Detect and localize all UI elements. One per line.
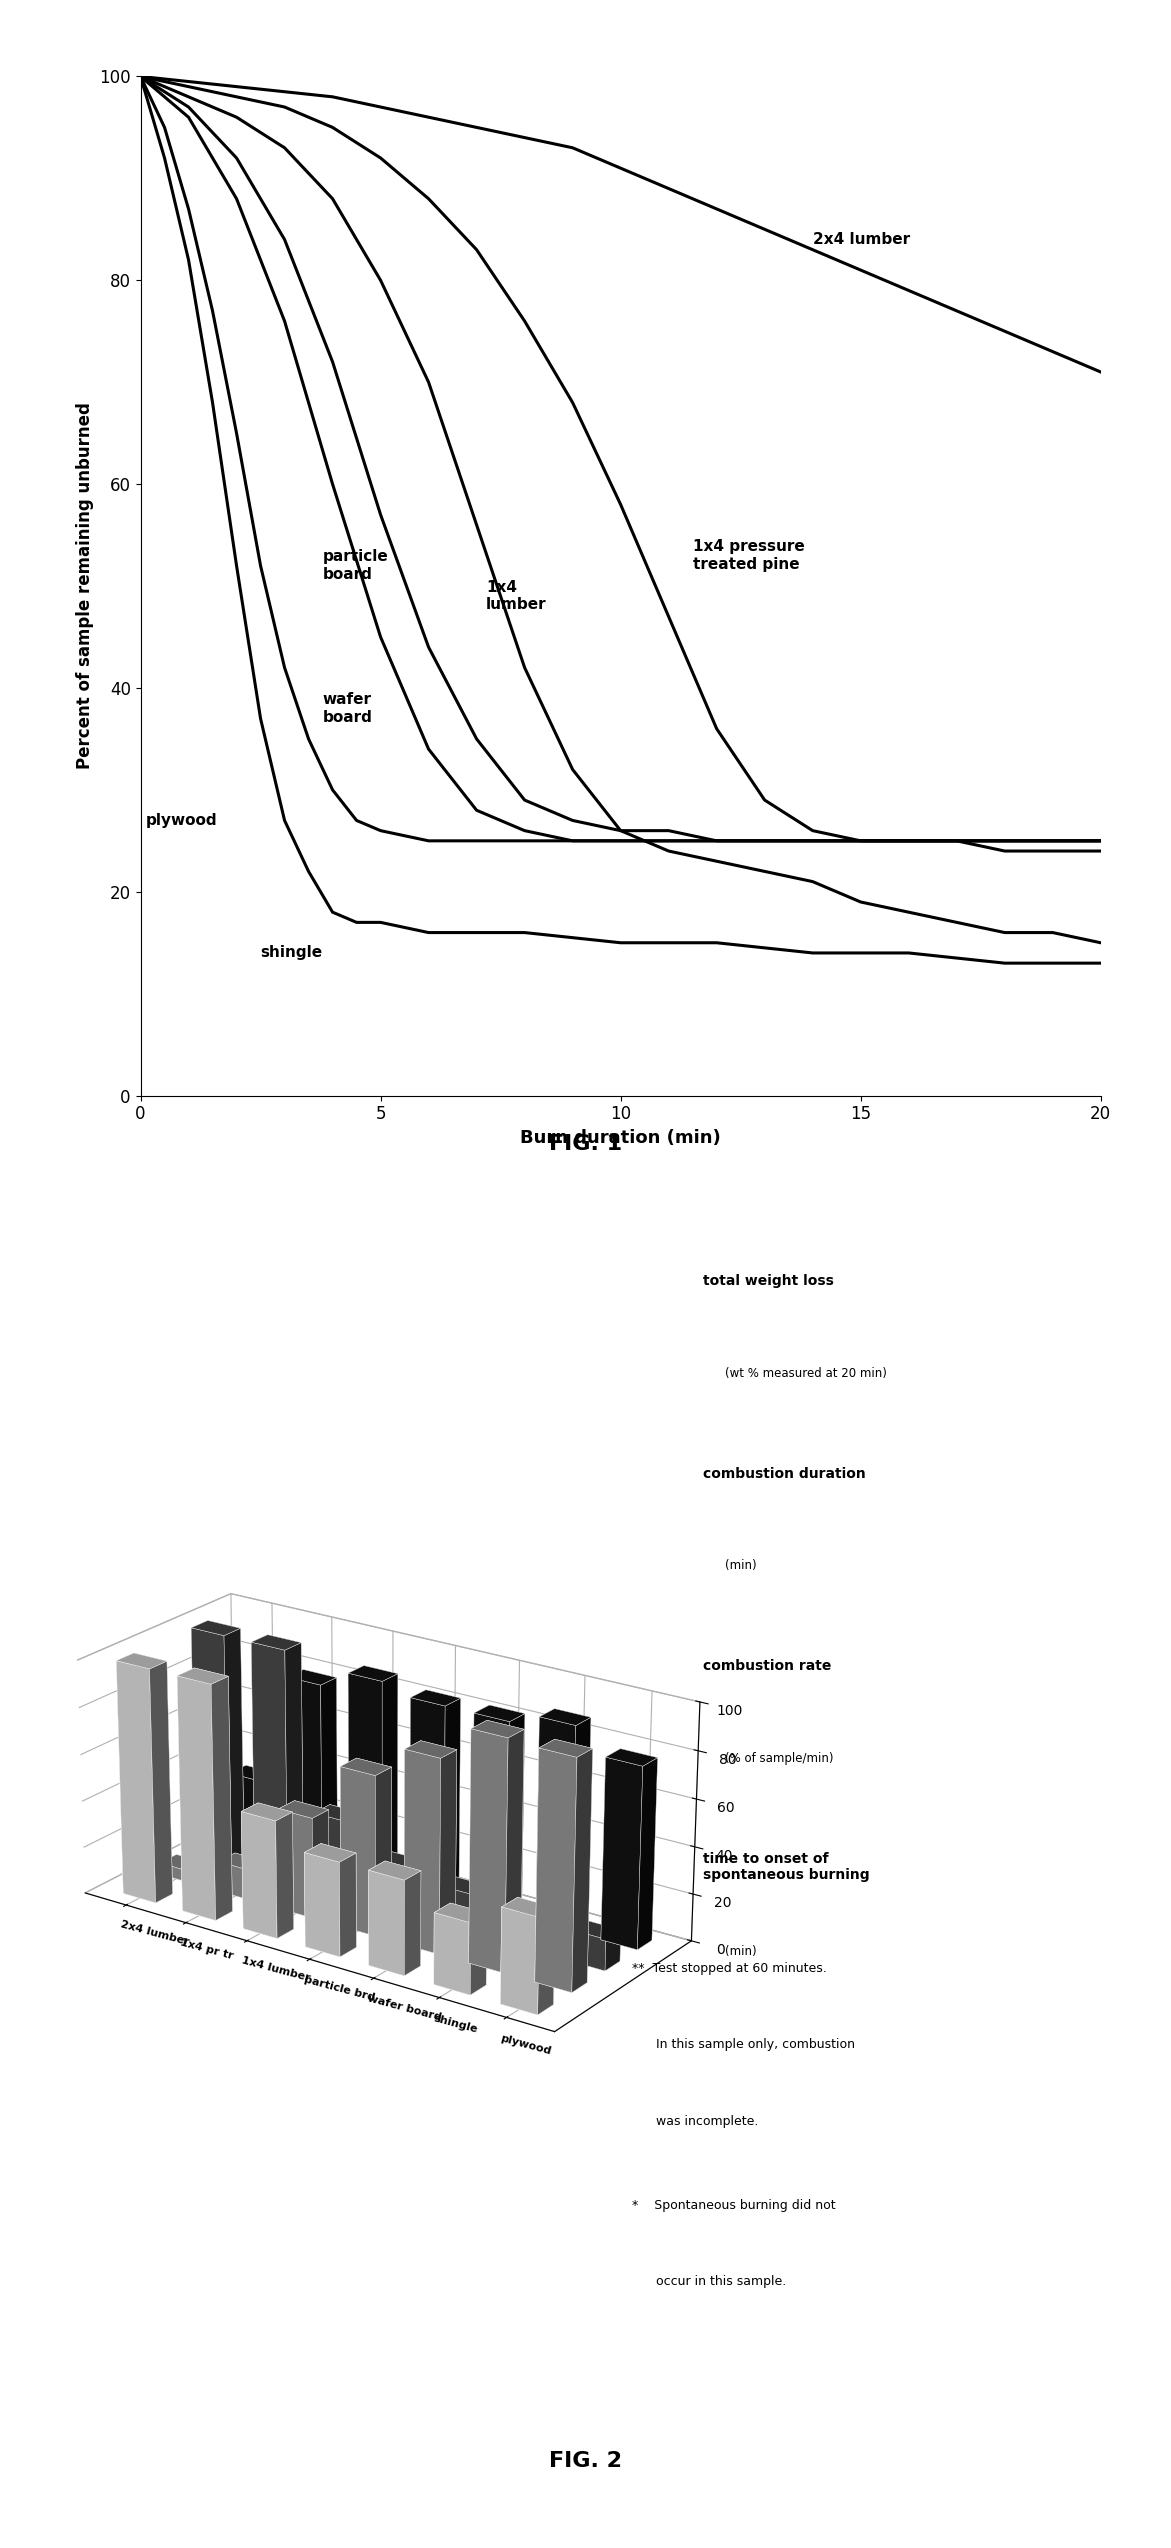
Text: **  Test stopped at 60 minutes.: ** Test stopped at 60 minutes. [632,1962,827,1975]
Text: 1x4
lumber: 1x4 lumber [486,581,547,612]
Text: wafer
board: wafer board [323,693,372,724]
Text: total weight loss: total weight loss [703,1274,834,1287]
Text: time to onset of
spontaneous burning: time to onset of spontaneous burning [703,1852,869,1883]
Text: (min): (min) [725,1559,756,1572]
Text: 1x4 pressure
treated pine: 1x4 pressure treated pine [693,540,804,571]
Text: combustion rate: combustion rate [703,1659,831,1674]
Text: FIG. 1: FIG. 1 [549,1134,622,1154]
Text: particle
board: particle board [323,550,389,581]
Text: 2x4 lumber: 2x4 lumber [813,232,910,247]
Text: combustion duration: combustion duration [703,1468,865,1480]
Text: In this sample only, combustion: In this sample only, combustion [632,2038,855,2051]
Text: shingle: shingle [260,945,323,961]
Text: occur in this sample.: occur in this sample. [632,2275,787,2288]
X-axis label: Burn duration (min): Burn duration (min) [520,1129,721,1147]
Text: FIG. 2: FIG. 2 [549,2451,622,2472]
Text: was incomplete.: was incomplete. [632,2115,759,2128]
Text: (wt % measured at 20 min): (wt % measured at 20 min) [725,1366,886,1381]
Text: plywood: plywood [145,813,217,828]
Text: *    Spontaneous burning did not: * Spontaneous burning did not [632,2199,836,2212]
Text: (min): (min) [725,1944,756,1957]
Text: (% of sample/min): (% of sample/min) [725,1753,834,1766]
Y-axis label: Percent of sample remaining unburned: Percent of sample remaining unburned [76,403,94,769]
